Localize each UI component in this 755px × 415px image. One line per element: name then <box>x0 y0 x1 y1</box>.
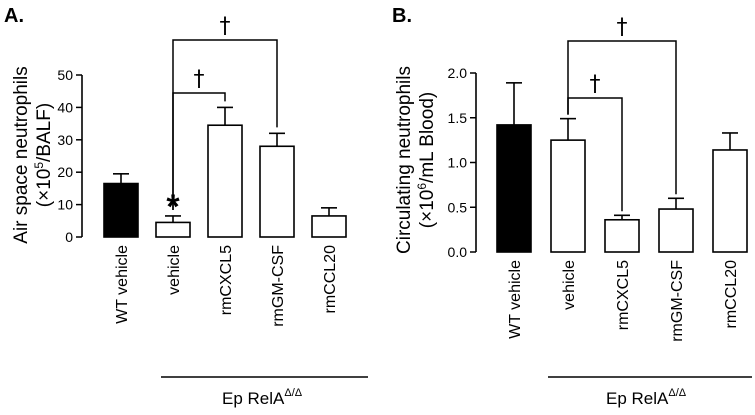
panel-a-letter: A. <box>4 5 24 27</box>
panel-b-group-text: Ep RelAΔ/Δ <box>606 387 687 408</box>
panel-b-ylabel-line2: (×106/mL Blood) <box>415 92 438 228</box>
panel-b-plot: 0.0 0.5 1.0 1.5 2.0 WT vehicle vehicle rmCXCL5 r… <box>448 15 748 342</box>
panel-a-y-tick-label: 50 <box>57 67 73 83</box>
panel-b-letter: B. <box>392 5 412 27</box>
panel-a-ylabel: Air space neutrophils (×105/BALF) <box>11 66 55 243</box>
panel-a-category-label: WT vehicle <box>114 245 131 324</box>
panel-a-dagger: † <box>220 14 231 39</box>
panel-b-bar <box>496 124 532 253</box>
panel-a-significance-bracket <box>172 39 278 210</box>
panel-b-y-tick-label: 2.0 <box>448 65 468 81</box>
panel-b-ylabel: Circulating neutrophils (×106/mL Blood) <box>394 66 438 254</box>
panel-a-category-label: rmCXCL5 <box>218 245 235 315</box>
panel-b-dagger: † <box>590 72 601 97</box>
panel-a-y-tick-label: 30 <box>57 132 73 148</box>
panel-b-category-label: vehicle <box>561 260 578 310</box>
panel-a-ylabel-line1: Air space neutrophils <box>11 66 32 243</box>
panel-b-y-tick-label: 0.5 <box>448 199 468 215</box>
panel-b-ylabel-line1: Circulating neutrophils <box>394 66 415 254</box>
panel-b-y-tick-label: 1.0 <box>448 155 468 171</box>
panel-a-category-label: rmCCL20 <box>322 245 339 314</box>
panel-b-bar <box>604 218 640 253</box>
panel-b-y-tick-label: 0.0 <box>448 244 468 260</box>
panel-b-group-label: Ep RelAΔ/Δ <box>548 376 752 408</box>
panel-b-y-tick-label: 1.5 <box>448 110 468 126</box>
panel-a-bar <box>259 145 295 238</box>
panel-b-significance-bracket <box>567 40 677 195</box>
panel-a-y-tick-label: 0 <box>65 229 73 245</box>
panel-a-bar <box>155 221 191 238</box>
panel-a-y-tick-label: 20 <box>57 164 73 180</box>
panel-a-ylabel-line2: (×105/BALF) <box>32 103 55 207</box>
panel-a-bar <box>207 124 243 238</box>
panel-a-group-label: Ep RelAΔ/Δ <box>161 376 368 408</box>
panel-a-category-label: rmGM-CSF <box>270 245 287 327</box>
panel-a-plot: 0 10 20 30 40 50 WT vehicle vehicle rmCXCL5 rmGM-… <box>57 14 347 327</box>
panel-a-y-tick-label: 40 <box>57 99 73 115</box>
panel-b-category-label: rmGM-CSF <box>669 260 686 342</box>
panel-a-group-text: Ep RelAΔ/Δ <box>222 387 303 408</box>
panel-b-bar <box>658 208 694 253</box>
panel-b-category-label: rmCCL20 <box>723 260 740 329</box>
panel-a-bar <box>311 215 347 238</box>
panel-a-dagger: † <box>194 67 205 92</box>
panel-a-category-label: vehicle <box>166 245 183 295</box>
panel-b-category-label: rmCXCL5 <box>615 260 632 330</box>
panel-b-bar <box>712 149 748 253</box>
panel-b-category-label: WT vehicle <box>507 260 524 339</box>
panel-a-y-tick-label: 10 <box>57 197 73 213</box>
panel-a-bar <box>103 182 139 238</box>
panel-b-bar <box>550 139 586 253</box>
panel-b-dagger: † <box>617 15 628 40</box>
